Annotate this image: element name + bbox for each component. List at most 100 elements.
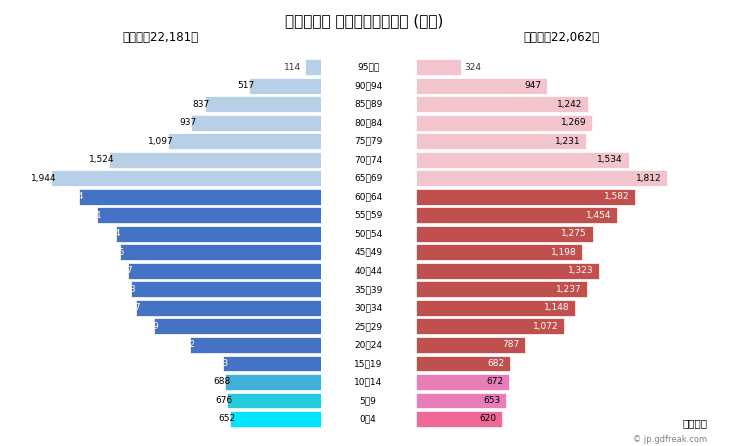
Text: 517: 517 — [237, 81, 254, 90]
Text: 1,327: 1,327 — [117, 303, 142, 312]
Text: 1,323: 1,323 — [568, 266, 593, 275]
Text: 20～24: 20～24 — [354, 340, 382, 349]
Text: 0～4: 0～4 — [360, 414, 376, 423]
Text: 1,445: 1,445 — [100, 248, 125, 257]
Bar — [416, 337, 525, 353]
Text: 937: 937 — [179, 118, 196, 127]
Text: 672: 672 — [486, 377, 503, 386]
Text: 40～44: 40～44 — [354, 266, 382, 275]
Text: 942: 942 — [179, 340, 195, 349]
Bar — [416, 263, 599, 279]
Bar — [223, 355, 321, 371]
Text: 1,474: 1,474 — [96, 229, 122, 238]
Text: 80～84: 80～84 — [354, 118, 382, 127]
Text: 1,237: 1,237 — [556, 285, 582, 294]
Bar — [230, 411, 321, 427]
Text: 1,524: 1,524 — [89, 155, 114, 164]
Text: 95歳～: 95歳～ — [357, 63, 379, 72]
Bar — [416, 281, 588, 297]
Text: 25～29: 25～29 — [354, 322, 382, 331]
Text: 1,611: 1,611 — [77, 211, 103, 220]
Bar — [116, 226, 321, 242]
Bar — [416, 300, 575, 316]
Bar — [416, 152, 628, 168]
Text: 1,275: 1,275 — [561, 229, 587, 238]
Text: 75～79: 75～79 — [354, 137, 382, 146]
Text: 35～39: 35～39 — [354, 285, 382, 294]
Bar — [79, 189, 321, 205]
Text: 70～74: 70～74 — [354, 155, 382, 164]
Text: 837: 837 — [193, 100, 210, 109]
Bar — [249, 78, 321, 94]
Text: 787: 787 — [502, 340, 519, 349]
Text: 1,454: 1,454 — [586, 211, 612, 220]
Bar — [131, 281, 321, 297]
Bar — [416, 133, 586, 149]
Text: 620: 620 — [479, 414, 496, 423]
Text: 女性計：22,062人: 女性計：22,062人 — [523, 31, 599, 45]
Text: 男性計：22,181人: 男性計：22,181人 — [122, 31, 198, 45]
Text: 114: 114 — [284, 63, 301, 72]
Text: 688: 688 — [214, 377, 231, 386]
Text: 45～49: 45～49 — [354, 248, 382, 257]
Text: 1,944: 1,944 — [31, 174, 56, 183]
Bar — [416, 207, 617, 223]
Text: 10～14: 10～14 — [354, 377, 382, 386]
Text: 1,072: 1,072 — [533, 322, 559, 331]
Text: 1,242: 1,242 — [557, 100, 582, 109]
Text: 65～69: 65～69 — [354, 174, 382, 183]
Bar — [416, 96, 588, 112]
Text: 1,812: 1,812 — [636, 174, 662, 183]
Text: 1,198: 1,198 — [550, 248, 577, 257]
Text: 85～89: 85～89 — [354, 100, 382, 109]
Bar — [155, 318, 321, 334]
Bar — [416, 374, 509, 390]
Text: © jp.gdfreak.com: © jp.gdfreak.com — [633, 435, 707, 444]
Text: 947: 947 — [524, 81, 542, 90]
Bar — [225, 374, 321, 390]
Bar — [416, 411, 502, 427]
Bar — [51, 170, 321, 186]
Bar — [191, 115, 321, 131]
Text: 652: 652 — [219, 414, 235, 423]
Bar — [416, 244, 582, 260]
Text: 1,534: 1,534 — [597, 155, 623, 164]
Bar — [416, 392, 506, 408]
Text: 1,148: 1,148 — [544, 303, 569, 312]
Bar — [128, 263, 321, 279]
Text: 324: 324 — [464, 63, 482, 72]
Text: 単位：人: 単位：人 — [682, 418, 707, 428]
Bar — [416, 355, 510, 371]
Bar — [416, 318, 564, 334]
Bar — [120, 244, 321, 260]
Text: 50～54: 50～54 — [354, 229, 382, 238]
Text: 55～59: 55～59 — [354, 211, 382, 220]
Bar — [305, 59, 321, 75]
Text: 30～34: 30～34 — [354, 303, 382, 312]
Text: 15～19: 15～19 — [354, 359, 382, 368]
Bar — [136, 300, 321, 316]
Bar — [416, 78, 547, 94]
Bar — [205, 96, 321, 112]
Bar — [416, 170, 667, 186]
Text: 60～64: 60～64 — [354, 192, 382, 201]
Text: 1,231: 1,231 — [555, 137, 581, 146]
Bar — [109, 152, 321, 168]
Text: 1,744: 1,744 — [58, 192, 84, 201]
Bar — [97, 207, 321, 223]
Text: 653: 653 — [483, 396, 501, 405]
Text: 5～9: 5～9 — [359, 396, 377, 405]
Bar — [416, 226, 593, 242]
Bar — [416, 189, 635, 205]
Text: ２０４０年 富里市の人口構成 (予測): ２０４０年 富里市の人口構成 (予測) — [285, 13, 444, 29]
Bar — [227, 392, 321, 408]
Text: 1,582: 1,582 — [604, 192, 630, 201]
Text: 1,363: 1,363 — [112, 285, 137, 294]
Bar — [168, 133, 321, 149]
Text: 682: 682 — [488, 359, 504, 368]
Text: 1,387: 1,387 — [108, 266, 133, 275]
Bar — [190, 337, 321, 353]
Text: 1,269: 1,269 — [561, 118, 586, 127]
Text: 1,199: 1,199 — [134, 322, 160, 331]
Text: 1,097: 1,097 — [148, 137, 174, 146]
